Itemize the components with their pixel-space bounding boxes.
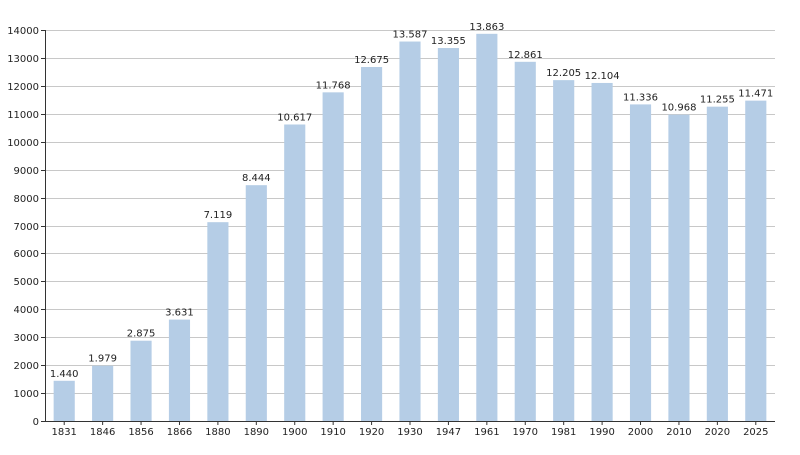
data-label: 1.440	[50, 369, 79, 380]
bar	[130, 340, 152, 421]
x-tick-label: 1856	[128, 427, 153, 438]
bar	[514, 61, 536, 422]
bar	[591, 82, 613, 421]
axis-layer	[41, 30, 775, 425]
x-tick-label: 1920	[359, 427, 384, 438]
data-label: 11.336	[623, 92, 658, 103]
bar	[668, 114, 690, 421]
data-label: 1.979	[88, 354, 117, 365]
x-tick-label: 1880	[205, 427, 230, 438]
bar	[399, 41, 421, 422]
data-label: 2.875	[127, 329, 156, 340]
data-label: 13.355	[431, 36, 466, 47]
y-tick-label: 12000	[7, 82, 39, 93]
bar	[706, 106, 728, 421]
y-tick-label: 14000	[7, 26, 39, 37]
bar	[284, 124, 306, 421]
bar	[629, 104, 652, 422]
x-tick-label: 2025	[743, 427, 768, 438]
bar	[168, 319, 191, 421]
y-tick-label: 7000	[14, 222, 39, 233]
y-tick-label: 11000	[7, 110, 39, 121]
y-tick-label: 9000	[14, 166, 39, 177]
data-label: 12.205	[546, 68, 581, 79]
y-tick-label: 6000	[14, 249, 39, 260]
y-tick-label: 8000	[14, 194, 39, 205]
x-tick-label: 1947	[436, 427, 461, 438]
bar	[745, 100, 767, 422]
x-tick-label: 1970	[513, 427, 538, 438]
y-tick-label: 1000	[14, 389, 39, 400]
x-tick-label: 1890	[244, 427, 269, 438]
bar	[322, 92, 344, 421]
bar	[361, 67, 383, 421]
data-label: 13.863	[469, 22, 504, 33]
y-tick-label: 10000	[7, 138, 39, 149]
x-tick-label: 1990	[589, 427, 614, 438]
bar	[437, 48, 459, 422]
bar	[207, 222, 229, 421]
x-tick-label: 1981	[551, 427, 576, 438]
y-tick-label: 3000	[14, 333, 39, 344]
data-label: 12.861	[508, 50, 543, 61]
data-label: 3.631	[165, 308, 194, 319]
data-label: 10.617	[277, 112, 312, 123]
data-label: 13.587	[393, 30, 428, 41]
bar-layer	[53, 33, 767, 422]
x-tick-label: 2000	[628, 427, 653, 438]
data-label: 8.444	[242, 173, 271, 184]
x-tick-label: 1831	[51, 427, 76, 438]
bar	[476, 33, 498, 422]
bar	[53, 380, 75, 421]
data-label: 10.968	[661, 103, 696, 114]
x-tick-label: 1846	[90, 427, 115, 438]
label-layer: 0 1000 2000 3000 4000 5000 6000 7000 8000 9000 100…	[7, 22, 773, 438]
x-tick-label: 1910	[320, 427, 345, 438]
y-tick-label: 4000	[14, 305, 39, 316]
x-tick-label: 2010	[666, 427, 691, 438]
x-tick-label: 1930	[397, 427, 422, 438]
bar	[92, 365, 114, 421]
y-tick-label: 13000	[7, 54, 39, 65]
x-tick-label: 1900	[282, 427, 307, 438]
x-tick-label: 1961	[474, 427, 499, 438]
data-label: 12.675	[354, 55, 389, 66]
data-label: 11.471	[738, 89, 773, 100]
x-tick-label: 1866	[167, 427, 192, 438]
x-tick-label: 2020	[705, 427, 730, 438]
y-tick-label: 5000	[14, 277, 39, 288]
data-label: 12.104	[585, 71, 620, 82]
bar	[245, 185, 267, 421]
data-label: 7.119	[204, 210, 233, 221]
bar	[553, 80, 575, 422]
y-tick-label: 2000	[14, 361, 39, 372]
y-tick-label: 0	[33, 417, 39, 428]
data-label: 11.768	[316, 80, 351, 91]
data-label: 11.255	[700, 95, 735, 106]
